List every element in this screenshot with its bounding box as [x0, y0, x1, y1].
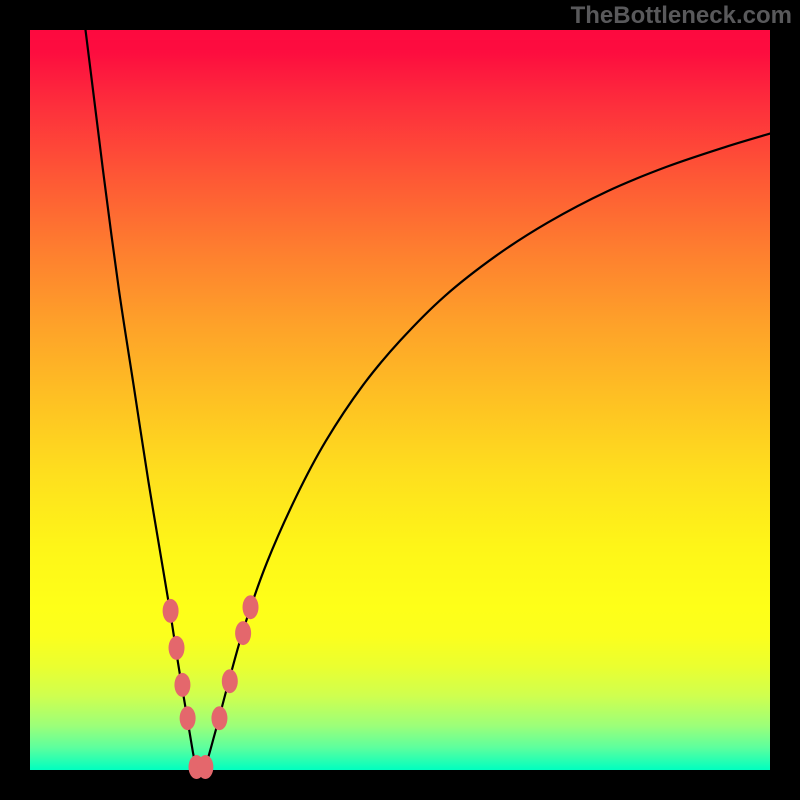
marker-point — [243, 595, 259, 619]
marker-point — [180, 706, 196, 730]
marker-point — [174, 673, 190, 697]
chart-frame: TheBottleneck.com — [0, 0, 800, 800]
marker-point — [163, 599, 179, 623]
bottleneck-chart — [0, 0, 800, 800]
marker-point — [197, 755, 213, 779]
chart-gradient-bg — [30, 30, 770, 770]
marker-point — [222, 669, 238, 693]
marker-point — [211, 706, 227, 730]
marker-point — [235, 621, 251, 645]
marker-point — [169, 636, 185, 660]
